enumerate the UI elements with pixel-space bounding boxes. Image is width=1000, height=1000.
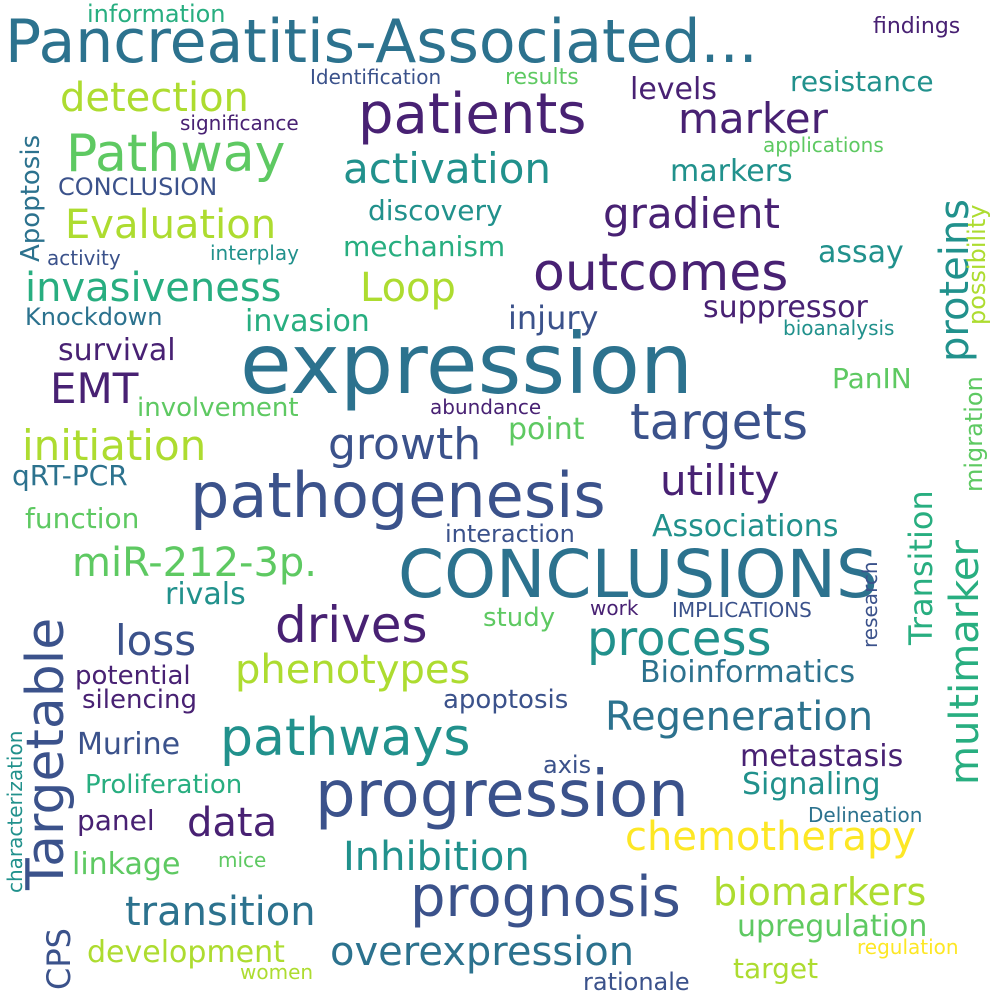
word: transition	[125, 889, 316, 935]
word: suppressor	[703, 290, 868, 325]
word: Bioinformatics	[640, 655, 856, 690]
word: mice	[218, 848, 267, 872]
word: targets	[630, 393, 809, 451]
word: significance	[180, 111, 299, 135]
word: PanIN	[832, 362, 912, 395]
word: marker	[678, 94, 828, 143]
word: Murine	[77, 727, 181, 762]
word: assay	[818, 235, 904, 270]
word: Pancreatitis-Associated...	[5, 7, 758, 77]
word: loss	[115, 616, 197, 665]
word: overexpression	[330, 929, 635, 975]
word: activity	[47, 246, 121, 270]
word: invasiveness	[25, 265, 282, 311]
word: characterization	[3, 730, 27, 893]
word: panel	[77, 804, 155, 837]
word: survival	[58, 333, 176, 368]
word: multimarker	[942, 540, 988, 785]
word: drives	[275, 596, 428, 654]
word: Signaling	[742, 767, 881, 802]
word: Transition	[902, 490, 940, 645]
word: Apoptosis	[16, 134, 46, 262]
word: Knockdown	[25, 303, 163, 331]
word: miR-212-3p.	[72, 540, 318, 586]
word: resistance	[790, 65, 934, 98]
word: women	[240, 960, 314, 984]
word: apoptosis	[443, 685, 569, 715]
word: CONCLUSION	[58, 173, 218, 201]
word: rivals	[165, 577, 246, 612]
word: process	[587, 611, 772, 667]
word: interaction	[445, 520, 575, 548]
word: Delineation	[808, 803, 923, 827]
word: detection	[60, 75, 249, 121]
word: prognosis	[410, 865, 681, 930]
word: abundance	[430, 395, 542, 419]
word: results	[505, 65, 579, 90]
word: Proliferation	[85, 770, 243, 800]
word: injury	[508, 299, 599, 337]
word: metastasis	[740, 739, 904, 774]
word: growth	[328, 419, 482, 470]
word: expression	[240, 315, 694, 413]
word: data	[187, 800, 278, 846]
word: upregulation	[737, 909, 928, 944]
word: markers	[670, 154, 793, 189]
word: Identification	[310, 65, 442, 89]
word: Targetable	[16, 617, 76, 890]
word: progression	[315, 758, 689, 832]
word: EMT	[50, 364, 139, 413]
word: discovery	[368, 194, 503, 227]
word: target	[733, 952, 819, 985]
word: invasion	[245, 304, 370, 339]
word: function	[25, 502, 140, 535]
word: outcomes	[533, 243, 789, 303]
word: qRT-PCR	[12, 459, 128, 492]
word: pathogenesis	[190, 459, 606, 532]
word: axis	[543, 751, 592, 779]
word: Associations	[652, 509, 839, 544]
word: Regeneration	[605, 694, 874, 740]
word: phenotypes	[235, 647, 471, 693]
word: chemotherapy	[625, 814, 917, 860]
word: research	[858, 561, 882, 648]
word: CONCLUSIONS	[398, 536, 878, 613]
word: mechanism	[343, 230, 506, 263]
word: involvement	[137, 393, 299, 423]
word: migration	[960, 376, 988, 492]
word: possibility	[963, 204, 991, 325]
word: patients	[358, 82, 587, 147]
word: development	[87, 935, 285, 970]
word: information	[87, 0, 226, 28]
word: study	[483, 603, 556, 633]
word: initiation	[22, 421, 207, 470]
word: gradient	[603, 189, 780, 238]
word: bioanalysis	[783, 316, 895, 340]
word: activation	[343, 144, 552, 193]
word: Evaluation	[65, 202, 277, 248]
word: interplay	[210, 241, 299, 265]
word: biomarkers	[713, 870, 927, 914]
word: findings	[873, 14, 961, 39]
word: silencing	[82, 685, 197, 715]
word: Loop	[360, 265, 456, 311]
word: levels	[630, 72, 717, 107]
word: CPS	[40, 928, 78, 990]
word: Inhibition	[343, 834, 530, 880]
word: Pathway	[66, 124, 286, 184]
word: potential	[75, 661, 191, 691]
word: applications	[763, 133, 884, 157]
word: linkage	[72, 847, 181, 882]
word: rationale	[583, 968, 690, 996]
word: pathways	[220, 708, 471, 768]
word: point	[508, 412, 585, 447]
word: IMPLICATIONS	[672, 598, 812, 622]
word: regulation	[857, 935, 959, 959]
word: utility	[660, 456, 780, 505]
word: work	[590, 596, 639, 620]
